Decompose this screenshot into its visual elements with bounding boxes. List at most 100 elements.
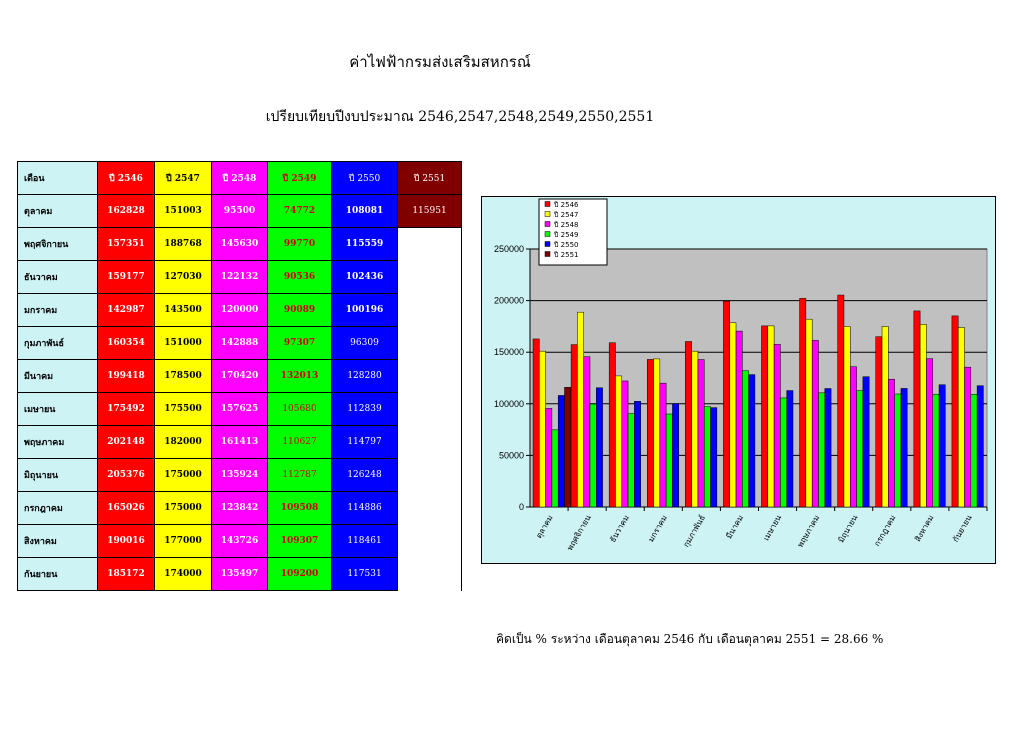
header-2551: ปี 2551 — [397, 161, 462, 195]
value-cell: 143726 — [211, 524, 268, 558]
value-cell: 97307 — [267, 326, 332, 360]
bar — [723, 300, 730, 508]
y-tick-label: 200000 — [494, 296, 524, 306]
bar — [913, 310, 921, 508]
electricity-cost-table: เดือน ปี 2546 ปี 2547 ปี 2548 ปี 2549 ปี… — [17, 161, 462, 591]
table-row: มิถุนายน 205376 175000 135924 112787 126248 — [17, 458, 462, 492]
value-cell: 109307 — [267, 524, 332, 558]
value-cell: 90536 — [267, 260, 332, 294]
bar — [621, 380, 629, 508]
value-cell: 115951 — [397, 194, 462, 228]
table-row: มกราคม 142987 143500 120000 90089 100196 — [17, 293, 462, 327]
header-2546: ปี 2546 — [97, 161, 155, 195]
value-cell: 170420 — [211, 359, 268, 393]
legend-label: ปี 2548 — [554, 221, 579, 229]
value-cell: 90089 — [267, 293, 332, 327]
table-row: กันยายน 185172 174000 135497 109200 117531 — [17, 557, 462, 591]
x-tick-label: พฤศจิกายน — [565, 513, 593, 552]
legend-swatch — [544, 211, 551, 217]
value-cell: 135497 — [211, 557, 268, 591]
value-cell: 110627 — [267, 425, 332, 459]
bar — [545, 408, 553, 508]
bar — [970, 394, 978, 508]
bar — [938, 384, 946, 508]
x-tick-label: เมษายน — [762, 513, 784, 542]
x-tick-label: กันยายน — [951, 513, 974, 544]
month-cell: กันยายน — [17, 557, 98, 591]
value-cell: 151000 — [154, 326, 212, 360]
month-cell: กรกฎาคม — [17, 491, 98, 525]
month-cell: มีนาคม — [17, 359, 98, 393]
y-tick-label: 150000 — [494, 347, 524, 357]
bar — [653, 358, 661, 508]
bar — [583, 356, 591, 508]
empty-cell — [397, 326, 462, 360]
value-cell: 162828 — [97, 194, 155, 228]
table-row: ธันวาคม 159177 127030 122132 90536 102436 — [17, 260, 462, 294]
table-row: สิงหาคม 190016 177000 143726 109307 118461 — [17, 524, 462, 558]
bar — [742, 370, 749, 508]
month-cell: มกราคม — [17, 293, 98, 327]
value-cell: 157351 — [97, 227, 155, 261]
bar — [672, 403, 679, 508]
value-cell: 123842 — [211, 491, 268, 525]
value-cell: 175492 — [97, 392, 155, 426]
value-cell: 74772 — [267, 194, 332, 228]
value-cell: 161413 — [211, 425, 268, 459]
x-tick-label: มีนาคม — [724, 514, 745, 541]
bar — [786, 390, 794, 508]
value-cell: 175000 — [154, 458, 212, 492]
bar — [729, 322, 737, 508]
value-cell: 182000 — [154, 425, 212, 459]
value-cell: 185172 — [97, 557, 155, 591]
table-header-row: เดือน ปี 2546 ปี 2547 ปี 2548 ปี 2549 ปี… — [17, 161, 462, 195]
bar — [532, 338, 540, 508]
bar — [551, 429, 559, 508]
bar — [964, 366, 972, 508]
empty-cell — [397, 227, 462, 261]
page-subtitle: เปรียบเทียบปีงบประมาณ 2546,2547,2548,254… — [265, 109, 655, 125]
bar — [811, 340, 819, 508]
value-cell: 112787 — [267, 458, 332, 492]
value-cell: 178500 — [154, 359, 212, 393]
value-cell: 126248 — [331, 458, 398, 492]
bar — [748, 374, 756, 508]
value-cell: 114886 — [331, 491, 398, 525]
percentage-note: คิดเป็น % ระหว่าง เดือนตุลาคม 2546 กับ เ… — [496, 632, 884, 646]
bar — [659, 382, 667, 508]
bar — [627, 413, 635, 508]
bar — [647, 359, 654, 508]
value-cell: 108081 — [331, 194, 398, 228]
value-cell: 112839 — [331, 392, 398, 426]
bar — [888, 378, 895, 508]
value-cell: 175500 — [154, 392, 212, 426]
bar — [564, 387, 572, 508]
value-cell: 151003 — [154, 194, 212, 228]
bar — [665, 413, 673, 508]
legend-label: ปี 2551 — [554, 251, 579, 259]
value-cell: 177000 — [154, 524, 212, 558]
bar — [767, 325, 775, 508]
bar-chart: 0 50000 100000 150000 200000 250000 ตุลาคม พฤศจ… — [481, 196, 996, 564]
bar — [557, 395, 565, 508]
value-cell: 159177 — [97, 260, 155, 294]
value-cell: 145630 — [211, 227, 268, 261]
table-row: กุมภาพันธ์ 160354 151000 142888 97307 96309 — [17, 326, 462, 360]
bar — [926, 358, 933, 508]
bar — [951, 315, 959, 508]
page-title: ค่าไฟฟ้ากรมส่งเสริมสหกรณ์ — [349, 53, 531, 71]
value-cell: 99770 — [267, 227, 332, 261]
month-cell: ธันวาคม — [17, 260, 98, 294]
bar — [862, 376, 870, 508]
plot-area — [529, 248, 988, 508]
value-cell: 95500 — [211, 194, 268, 228]
month-cell: สิงหาคม — [17, 524, 98, 558]
legend — [538, 198, 608, 266]
bar — [875, 336, 883, 508]
y-tick-label: 100000 — [494, 399, 524, 409]
empty-cell — [397, 425, 462, 459]
bar — [818, 392, 826, 508]
header-2548: ปี 2548 — [211, 161, 268, 195]
legend-label: ปี 2546 — [554, 201, 579, 209]
bar — [634, 401, 641, 508]
